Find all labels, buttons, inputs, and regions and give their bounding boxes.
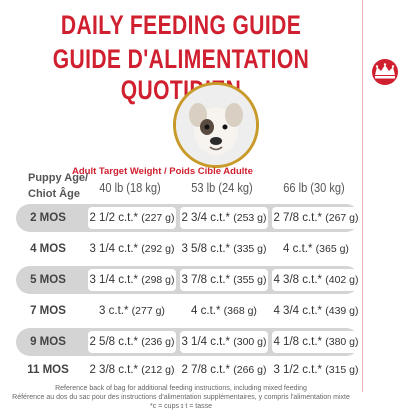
row-age: 2 MOS <box>30 212 66 224</box>
row-age: 4 MOS <box>30 243 66 255</box>
table-row: 11 MOS 2 3/8 c.t.* (212 g) 2 7/8 c.t.* (… <box>16 356 360 384</box>
table-cell: 4 3/4 c.t.* (439 g) <box>273 305 359 317</box>
table-cell: 3 1/4 c.t.* (300 g) <box>180 331 268 353</box>
row-age: 11 MOS <box>27 364 69 376</box>
puppy-age-header: Puppy Age/ Chiot Âge <box>28 170 88 202</box>
row-age: 5 MOS <box>30 274 66 286</box>
table-cell: 3 5/8 c.t.* (335 g) <box>181 243 267 255</box>
table-row: 9 MOS 2 5/8 c.t.* (236 g) 3 1/4 c.t.* (3… <box>16 328 360 356</box>
title-french: GUIDE D'ALIMENTATION QUOTIDIEN <box>52 44 310 105</box>
age-header-fr: Chiot Âge <box>28 188 80 200</box>
table-cell: 3 1/2 c.t.* (315 g) <box>273 364 359 376</box>
puppy-photo <box>173 82 259 168</box>
table-row: 5 MOS 3 1/4 c.t.* (298 g) 3 7/8 c.t.* (3… <box>16 266 360 294</box>
table-cell: 4 c.t.* (365 g) <box>283 243 349 255</box>
column-header-53lb: 53 lb (24 kg) <box>191 180 253 195</box>
table-cell: 2 3/8 c.t.* (212 g) <box>89 364 175 376</box>
table-cell: 3 7/8 c.t.* (355 g) <box>180 269 268 291</box>
table-cell: 4 c.t.* (368 g) <box>191 305 257 317</box>
title-english: DAILY FEEDING GUIDE <box>60 10 302 40</box>
table-cell: 2 3/4 c.t.* (253 g) <box>180 207 268 229</box>
table-row: 4 MOS 3 1/4 c.t.* (292 g) 3 5/8 c.t.* (3… <box>16 235 360 263</box>
column-header-40lb: 40 lb (18 kg) <box>99 180 161 195</box>
footer-note-fr: Référence au dos du sac pour des instruc… <box>12 394 350 401</box>
table-cell: 2 1/2 c.t.* (227 g) <box>88 207 176 229</box>
column-header-66lb: 66 lb (30 kg) <box>283 180 345 195</box>
puppy-illustration <box>176 85 256 165</box>
table-cell: 3 1/4 c.t.* (292 g) <box>89 243 175 255</box>
row-age: 7 MOS <box>30 305 66 317</box>
row-age: 9 MOS <box>30 336 66 348</box>
adult-weight-header: Adult Target Weight / Poids Cible Adulte <box>72 166 253 177</box>
table-cell: 2 7/8 c.t.* (267 g) <box>272 207 360 229</box>
table-cell: 3 1/4 c.t.* (298 g) <box>88 269 176 291</box>
table-row: 7 MOS 3 c.t.* (277 g) 4 c.t.* (368 g) 4 … <box>16 297 360 325</box>
royal-canin-crown-icon <box>372 59 398 85</box>
table-cell: 4 1/8 c.t.* (380 g) <box>272 331 360 353</box>
table-row: 2 MOS 2 1/2 c.t.* (227 g) 2 3/4 c.t.* (2… <box>16 204 360 232</box>
table-cell: 2 5/8 c.t.* (236 g) <box>88 331 176 353</box>
table-cell: 2 7/8 c.t.* (266 g) <box>181 364 267 376</box>
footer-note-en: Reference back of bag for additional fee… <box>55 385 307 392</box>
table-cell: 4 3/8 c.t.* (402 g) <box>272 269 360 291</box>
age-header-en: Puppy Age/ <box>28 172 89 184</box>
footer-note-units: *c = cups ɪ t = tasse <box>149 403 213 410</box>
vertical-divider <box>362 0 363 392</box>
table-cell: 3 c.t.* (277 g) <box>99 305 165 317</box>
